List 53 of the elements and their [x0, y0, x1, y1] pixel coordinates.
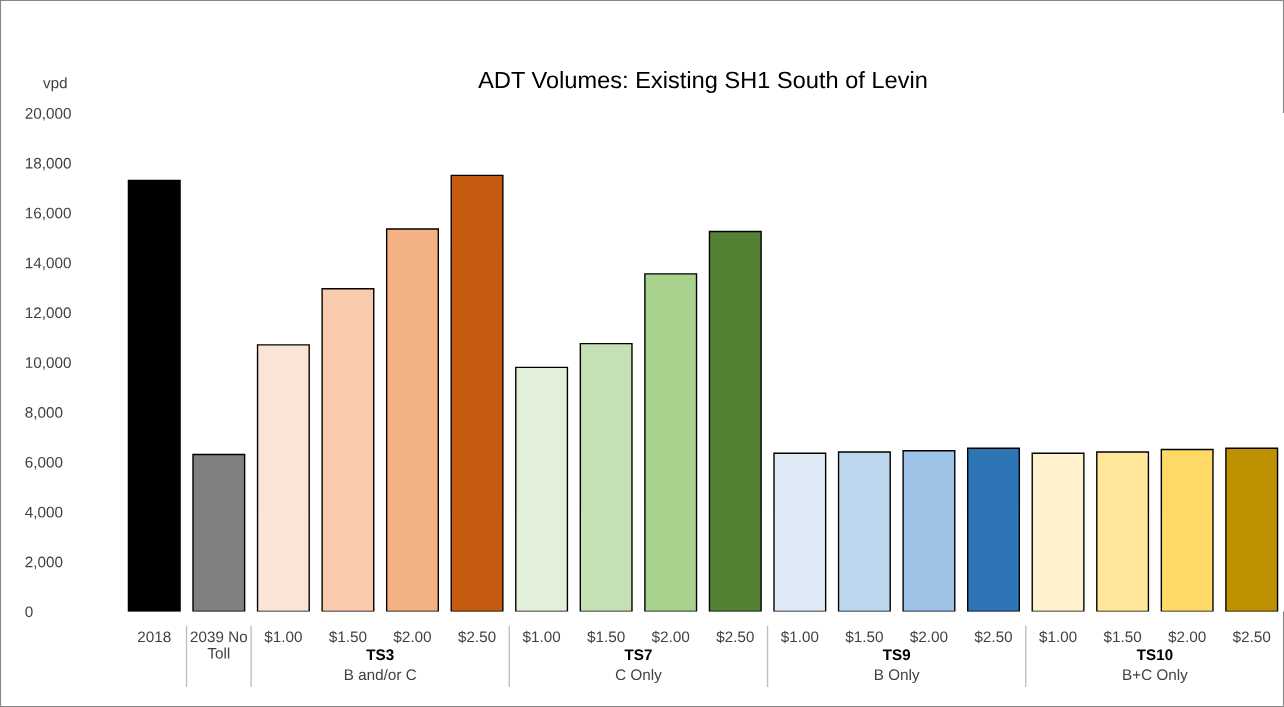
y-tick-label: 8,000 [25, 407, 63, 420]
x-tick-label: $2.50 [716, 630, 754, 644]
x-tick-label: 2039 No Toll [190, 631, 248, 659]
y-tick-label: 16,000 [25, 207, 71, 221]
bar [1096, 451, 1150, 612]
x-tick-label: $1.00 [264, 630, 302, 644]
bar [966, 447, 1021, 612]
y-tick-label: 2,000 [25, 556, 63, 570]
y-tick-label: 10,000 [25, 357, 71, 370]
x-tick-label: $1.50 [587, 630, 625, 644]
y-tick-label: 18,000 [25, 157, 71, 171]
bar [256, 344, 310, 612]
bar [127, 179, 181, 612]
x-tick-label: $2.00 [909, 630, 948, 644]
bar [515, 366, 569, 612]
x-tick-label: $1.50 [328, 630, 367, 644]
x-tick-label: $1.50 [1103, 630, 1142, 644]
y-tick-label: 20,000 [25, 107, 71, 121]
bar [708, 230, 762, 612]
bar [450, 174, 504, 612]
y-tick-label: 0 [25, 606, 33, 618]
y-tick-label: 14,000 [25, 257, 71, 271]
x-tick-label: $1.00 [522, 630, 561, 644]
x-tick-label: $2.50 [1232, 630, 1271, 644]
y-tick-label: 4,000 [25, 506, 63, 520]
text: TS3 B and/or C [344, 649, 417, 681]
chart-title: ADT Volumes: Existing SH1 South of Levin [478, 71, 927, 94]
text: TS10 B+C Only [1123, 649, 1188, 684]
x-tick-label: $2.00 [1168, 630, 1206, 644]
bar [837, 451, 891, 612]
bar [1031, 452, 1085, 612]
x-tick-label: $2.50 [458, 630, 496, 644]
bar [192, 453, 246, 612]
x-tick-label: $2.00 [393, 630, 432, 644]
bar [644, 273, 698, 612]
x-tick-label: $2.00 [651, 630, 690, 644]
x-tick-label: $1.00 [1039, 630, 1077, 644]
bar [321, 288, 375, 612]
x-tick-label: $2.50 [974, 630, 1013, 644]
y-tick-label: 12,000 [25, 307, 71, 320]
y-axis-title: vpd [43, 77, 67, 92]
y-tick-label: 6,000 [25, 456, 63, 470]
x-tick-label: $1.50 [845, 630, 883, 644]
bar [1160, 448, 1214, 612]
x-tick-label: $1.00 [780, 630, 819, 644]
bar [902, 450, 956, 612]
bar [773, 452, 827, 612]
bar [579, 342, 633, 612]
text: TS7 C Only [615, 649, 662, 684]
text: TS9 B Only [874, 649, 920, 684]
bar [385, 228, 440, 612]
x-tick-label: 2018 [138, 631, 171, 643]
bar [1225, 447, 1279, 612]
